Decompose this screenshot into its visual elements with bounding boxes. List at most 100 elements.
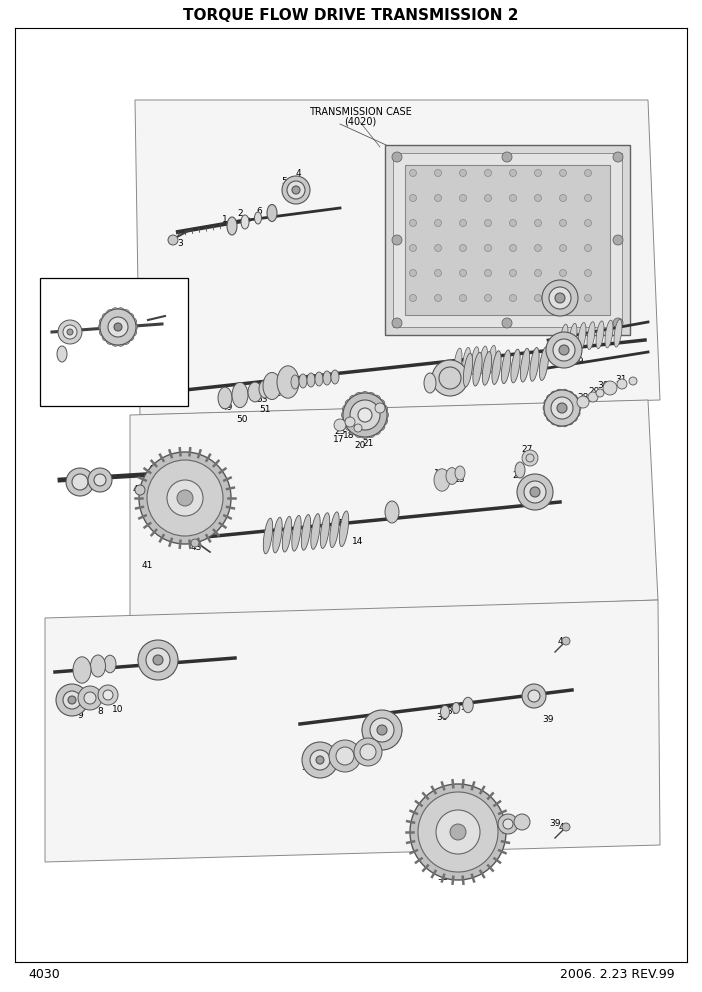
Circle shape xyxy=(363,720,371,728)
Circle shape xyxy=(484,270,491,277)
Circle shape xyxy=(106,310,114,317)
Ellipse shape xyxy=(292,516,301,552)
Circle shape xyxy=(390,736,398,744)
Text: 48: 48 xyxy=(66,355,78,364)
Polygon shape xyxy=(130,400,658,618)
Circle shape xyxy=(139,452,231,544)
Circle shape xyxy=(142,646,150,654)
Text: 25: 25 xyxy=(549,414,561,423)
Text: 46: 46 xyxy=(46,351,57,360)
Circle shape xyxy=(343,417,352,426)
Text: 27: 27 xyxy=(522,445,533,454)
Ellipse shape xyxy=(479,346,487,374)
Ellipse shape xyxy=(511,349,520,383)
Ellipse shape xyxy=(315,372,323,386)
Text: 51: 51 xyxy=(259,406,271,415)
Text: 39: 39 xyxy=(542,715,554,724)
Text: 1: 1 xyxy=(222,215,228,224)
Ellipse shape xyxy=(277,366,299,398)
Circle shape xyxy=(439,367,461,389)
Circle shape xyxy=(58,320,82,344)
Circle shape xyxy=(484,194,491,201)
Circle shape xyxy=(557,403,567,413)
Circle shape xyxy=(354,424,362,432)
Circle shape xyxy=(559,170,567,177)
Ellipse shape xyxy=(605,320,613,348)
Ellipse shape xyxy=(569,323,577,351)
Circle shape xyxy=(377,725,387,735)
Circle shape xyxy=(151,672,159,680)
Ellipse shape xyxy=(320,513,330,549)
Circle shape xyxy=(138,656,146,664)
Ellipse shape xyxy=(463,697,473,712)
Text: 31: 31 xyxy=(615,376,627,385)
Circle shape xyxy=(547,395,555,403)
Circle shape xyxy=(129,323,138,331)
Ellipse shape xyxy=(455,466,465,480)
Circle shape xyxy=(566,417,574,425)
Circle shape xyxy=(341,411,350,420)
Circle shape xyxy=(345,422,354,431)
Bar xyxy=(40,278,188,406)
Text: 23: 23 xyxy=(334,428,345,436)
Text: 28: 28 xyxy=(577,394,589,403)
Circle shape xyxy=(572,409,580,417)
Text: 29: 29 xyxy=(588,388,600,397)
Circle shape xyxy=(484,219,491,226)
Circle shape xyxy=(380,411,388,420)
Ellipse shape xyxy=(578,322,586,350)
Circle shape xyxy=(366,715,373,724)
Ellipse shape xyxy=(323,371,331,385)
Circle shape xyxy=(409,219,416,226)
Circle shape xyxy=(316,756,324,764)
Ellipse shape xyxy=(385,501,399,523)
Circle shape xyxy=(63,691,81,709)
Ellipse shape xyxy=(454,348,462,376)
Text: 15: 15 xyxy=(555,341,566,350)
Circle shape xyxy=(484,170,491,177)
Circle shape xyxy=(167,480,203,516)
Circle shape xyxy=(100,328,107,336)
Circle shape xyxy=(460,270,467,277)
Circle shape xyxy=(102,333,110,341)
Circle shape xyxy=(503,819,513,829)
Ellipse shape xyxy=(267,204,277,221)
Circle shape xyxy=(386,740,394,748)
Circle shape xyxy=(138,640,178,680)
Circle shape xyxy=(562,637,570,645)
Ellipse shape xyxy=(539,347,549,381)
Polygon shape xyxy=(135,100,660,415)
Circle shape xyxy=(585,244,592,252)
Ellipse shape xyxy=(301,515,311,551)
Circle shape xyxy=(544,399,552,407)
Circle shape xyxy=(345,400,354,409)
Circle shape xyxy=(162,670,170,678)
Circle shape xyxy=(168,235,178,245)
Circle shape xyxy=(524,481,546,503)
Circle shape xyxy=(56,684,88,716)
Text: 56: 56 xyxy=(482,839,494,848)
Ellipse shape xyxy=(255,212,262,224)
Circle shape xyxy=(191,539,199,547)
Circle shape xyxy=(112,338,119,346)
Circle shape xyxy=(514,814,530,830)
Circle shape xyxy=(366,393,376,402)
Circle shape xyxy=(534,219,541,226)
Text: 54: 54 xyxy=(285,382,297,391)
Circle shape xyxy=(100,317,107,325)
Circle shape xyxy=(572,399,580,407)
Circle shape xyxy=(526,454,534,462)
Ellipse shape xyxy=(530,347,539,381)
Circle shape xyxy=(310,750,330,770)
Circle shape xyxy=(559,295,567,302)
Circle shape xyxy=(435,194,442,201)
Circle shape xyxy=(613,235,623,245)
Circle shape xyxy=(432,360,468,396)
Text: 6: 6 xyxy=(256,206,262,215)
Circle shape xyxy=(146,642,154,650)
Circle shape xyxy=(613,318,623,328)
Text: 14: 14 xyxy=(562,343,574,352)
Circle shape xyxy=(585,194,592,201)
Circle shape xyxy=(393,731,401,739)
Circle shape xyxy=(146,670,154,678)
